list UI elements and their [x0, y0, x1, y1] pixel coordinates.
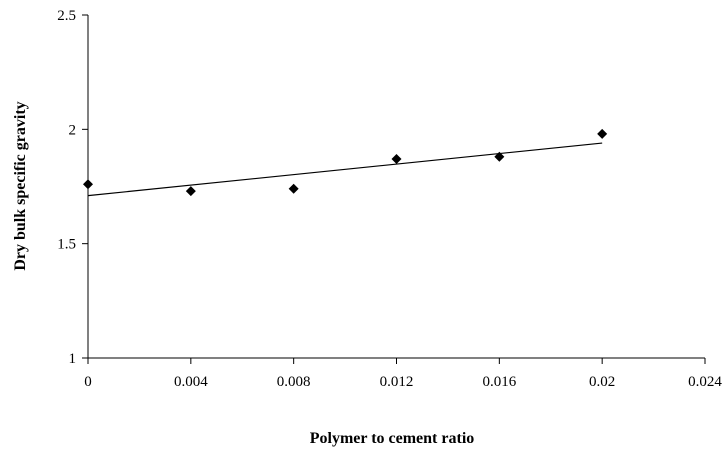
data-point-diamond	[391, 154, 402, 165]
x-tick-label: 0.02	[589, 374, 615, 390]
x-tick-label: 0	[84, 374, 92, 390]
data-point-diamond	[288, 183, 299, 194]
linear-trendline	[87, 142, 603, 197]
y-tick-label: 1.5	[57, 237, 76, 253]
y-tick-label: 1	[69, 351, 77, 367]
data-points	[83, 128, 608, 197]
data-point-diamond	[185, 186, 196, 197]
data-point-diamond	[83, 179, 93, 190]
x-axis-title: Polymer to cement ratio	[310, 430, 475, 447]
data-point-diamond	[494, 151, 505, 162]
x-tick-label: 0.004	[174, 374, 208, 390]
y-tick-label: 2.5	[57, 8, 76, 24]
axes: 1 1.5 2 2.5 0 0.004 0.008 0.012 0.016 0.02 0.024	[57, 8, 722, 390]
x-tick-label: 0.012	[380, 374, 414, 390]
x-tick-label: 0.024	[688, 374, 722, 390]
trendline-layer	[87, 142, 603, 197]
x-tick-label: 0.008	[277, 374, 311, 390]
x-tick-label: 0.016	[482, 374, 516, 390]
y-axis-title: Dry bulk specific gravity	[12, 101, 29, 270]
y-tick-label: 2	[69, 122, 77, 138]
data-point-diamond	[597, 128, 608, 139]
